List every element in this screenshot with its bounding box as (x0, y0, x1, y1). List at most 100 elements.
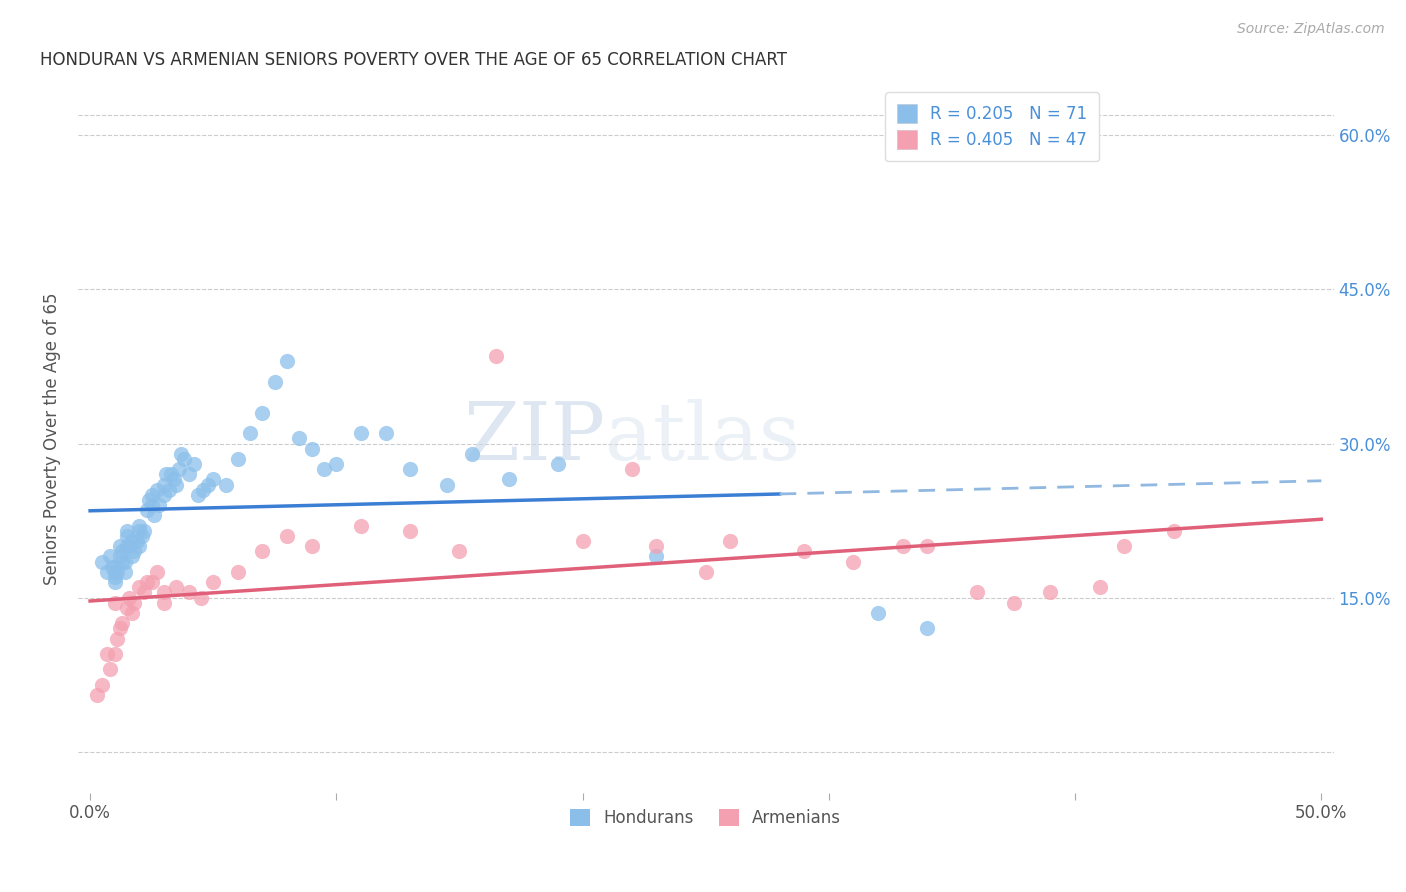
Point (645, 539, 668, 553)
Point (128, 539, 150, 553)
Point (276, 354, 298, 368)
Point (111, 544, 134, 558)
Point (121, 549, 143, 564)
Point (104, 647, 127, 661)
Point (115, 600, 138, 615)
Point (312, 462, 335, 476)
Point (163, 473, 186, 487)
Point (115, 539, 138, 553)
Point (202, 575, 225, 590)
Point (121, 534, 143, 549)
Point (252, 544, 274, 558)
Point (917, 621, 939, 635)
Point (301, 442, 323, 456)
Point (1002, 596, 1025, 610)
Point (214, 477, 236, 491)
Point (86, 688, 108, 702)
Point (96, 647, 118, 661)
Point (165, 477, 187, 491)
Point (145, 483, 167, 497)
Point (187, 488, 209, 502)
Point (114, 555, 136, 569)
Point (167, 462, 190, 476)
Point (121, 606, 143, 620)
Point (190, 591, 212, 605)
Point (153, 477, 176, 491)
Point (118, 591, 141, 605)
Point (104, 570, 127, 584)
Point (104, 575, 127, 590)
Point (620, 462, 643, 476)
Point (153, 488, 176, 502)
Point (108, 621, 131, 635)
Point (108, 539, 131, 553)
Point (917, 539, 939, 553)
Point (114, 565, 136, 579)
Point (374, 426, 396, 441)
Point (98, 662, 121, 676)
Point (131, 529, 153, 543)
Point (173, 451, 195, 466)
Point (111, 555, 134, 569)
Point (498, 473, 520, 487)
Point (153, 585, 176, 599)
Text: HONDURAN VS ARMENIAN SENIORS POVERTY OVER THE AGE OF 65 CORRELATION CHART: HONDURAN VS ARMENIAN SENIORS POVERTY OVE… (41, 51, 787, 69)
Point (301, 539, 323, 553)
Point (128, 524, 150, 538)
Point (202, 473, 225, 487)
Point (125, 534, 148, 549)
Point (128, 580, 150, 594)
Point (104, 596, 127, 610)
Point (288, 431, 311, 445)
Point (547, 457, 569, 471)
Point (197, 477, 219, 491)
Point (134, 524, 156, 538)
Point (108, 549, 131, 564)
Point (183, 457, 205, 471)
Point (118, 539, 141, 553)
Point (124, 596, 146, 610)
Point (485, 349, 508, 363)
Point (1163, 524, 1185, 538)
Point (111, 616, 134, 631)
Point (91, 678, 114, 692)
Point (1088, 580, 1111, 594)
Point (153, 596, 176, 610)
Point (141, 498, 163, 512)
Point (145, 565, 167, 579)
Point (104, 565, 127, 579)
Point (449, 544, 471, 558)
Point (135, 575, 157, 590)
Point (461, 447, 484, 461)
Y-axis label: Seniors Poverty Over the Age of 65: Seniors Poverty Over the Age of 65 (44, 293, 60, 584)
Point (134, 585, 156, 599)
Text: Source: ZipAtlas.com: Source: ZipAtlas.com (1237, 22, 1385, 37)
Point (645, 549, 668, 564)
Point (128, 518, 150, 533)
Point (571, 534, 593, 549)
Point (148, 498, 170, 512)
Point (141, 488, 163, 502)
Point (101, 559, 124, 574)
Point (115, 529, 138, 543)
Point (157, 483, 180, 497)
Point (276, 529, 298, 543)
Point (155, 467, 177, 482)
Point (193, 483, 215, 497)
Point (138, 493, 160, 508)
Point (842, 555, 865, 569)
Point (98, 549, 121, 564)
Point (143, 508, 166, 523)
Point (177, 467, 200, 482)
Point (105, 565, 128, 579)
Point (399, 462, 422, 476)
Point (165, 580, 187, 594)
Legend: Hondurans, Armenians: Hondurans, Armenians (564, 803, 848, 834)
Point (325, 457, 347, 471)
Point (135, 503, 157, 517)
Point (1039, 585, 1062, 599)
Point (177, 585, 200, 599)
Point (1114, 539, 1136, 553)
Point (96, 565, 118, 579)
Point (160, 467, 183, 482)
